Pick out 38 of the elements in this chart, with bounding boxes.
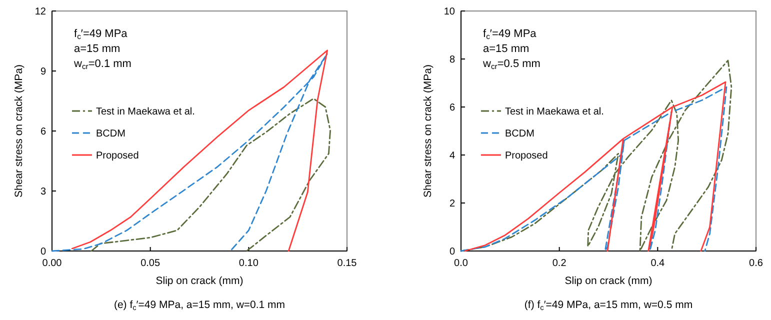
legend-label: Proposed: [96, 150, 139, 162]
y-axis-title: Shear stress on crack (MPa): [13, 64, 25, 198]
y-tick-label: 8: [449, 54, 456, 66]
y-tick-label: 12: [34, 6, 46, 18]
annotation: f$_{c}$′=49 MPa: [483, 28, 538, 41]
x-tick-label: 0.0: [454, 258, 468, 269]
legend-label: Test in Maekawa et al.: [505, 106, 604, 118]
line-series: [90, 98, 331, 252]
annotation: w$_{cr}$=0.1 mm: [73, 58, 132, 71]
text: (f) f$_{c}$′=49 MPa, a=15 mm, w=0.5 mm: [524, 299, 693, 312]
x-tick-label: 0.00: [42, 258, 62, 269]
x-tick-label: 0.2: [552, 258, 567, 269]
x-axis-title: Slip on crack (mm): [156, 275, 244, 287]
legend-label: Proposed: [505, 150, 548, 162]
text: (e) f$_{c}$′=49 MPa, a=15 mm, w=0.1 mm: [114, 299, 286, 312]
annotation: a=15 mm: [483, 43, 530, 55]
y-tick-label: 10: [444, 6, 456, 18]
annotation: a=15 mm: [74, 43, 120, 55]
y-tick-label: 0: [40, 246, 46, 258]
legend-label: BCDM: [505, 128, 534, 140]
x-tick-label: 0.4: [650, 258, 666, 269]
y-tick-label: 6: [40, 126, 46, 138]
y-tick-label: 6: [449, 102, 456, 114]
x-tick-label: 0.10: [238, 258, 259, 269]
y-tick-label: 2: [449, 198, 456, 210]
legend-label: BCDM: [96, 128, 126, 140]
y-tick-label: 4: [449, 150, 456, 162]
x-tick-label: 0.05: [140, 258, 160, 269]
y-tick-label: 9: [40, 66, 46, 78]
x-axis-title: Slip on crack (mm): [564, 275, 652, 287]
annotation: f$_{c}$′=49 MPa: [74, 28, 128, 41]
legend-label: Test in Maekawa et al.: [96, 106, 195, 118]
y-axis-title: Shear stress on crack (MPa): [422, 64, 434, 198]
y-tick-label: 0: [449, 246, 456, 258]
y-tick-label: 3: [40, 186, 46, 198]
x-tick-label: 0.15: [337, 258, 358, 269]
annotation: w$_{cr}$=0.5 mm: [482, 58, 540, 71]
x-tick-label: 0.6: [749, 258, 764, 269]
